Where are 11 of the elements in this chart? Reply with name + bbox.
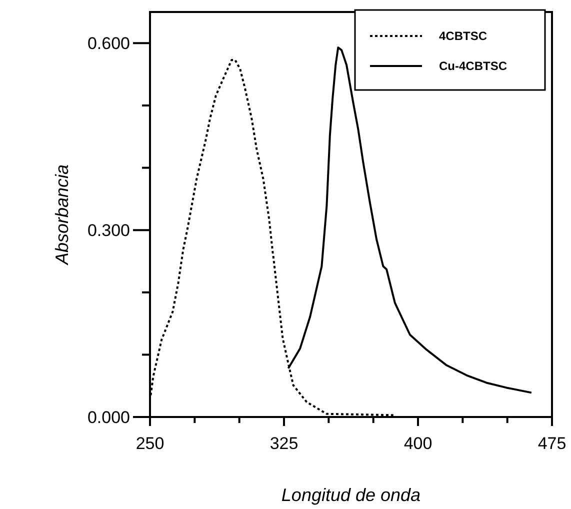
y-axis-title: Absorbancia xyxy=(52,164,72,266)
y-tick-label: 0.600 xyxy=(87,34,130,54)
x-tick-label: 325 xyxy=(270,434,298,453)
x-axis-title: Longitud de onda xyxy=(281,485,421,505)
x-tick-label: 250 xyxy=(136,434,164,453)
x-tick-label: 400 xyxy=(404,434,432,453)
x-tick-label: 475 xyxy=(538,434,566,453)
y-tick-label: 0.000 xyxy=(87,408,130,427)
legend-label: 4CBTSC xyxy=(439,29,488,43)
legend-label: Cu-4CBTSC xyxy=(439,59,508,73)
y-tick-label: 0.300 xyxy=(87,221,130,240)
